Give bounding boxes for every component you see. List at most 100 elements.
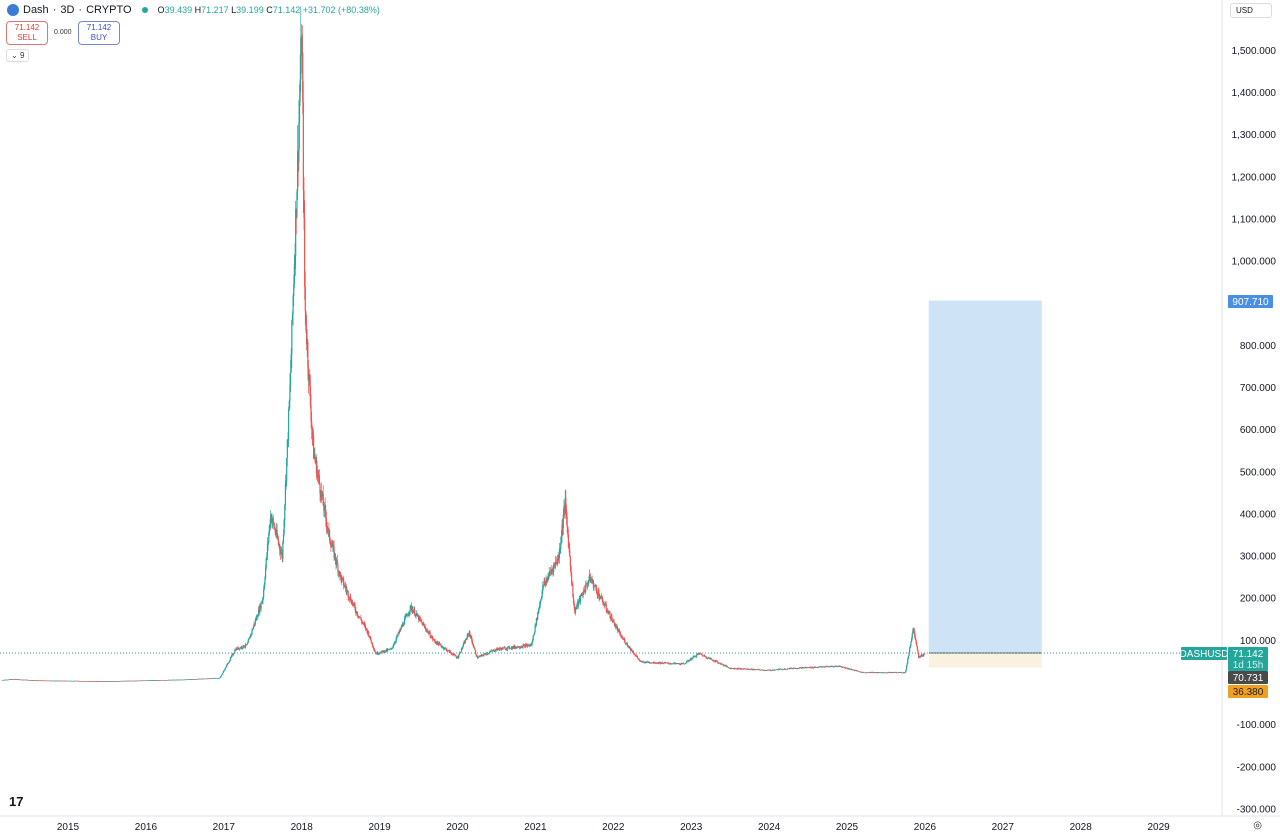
candle-body [519,647,522,648]
candle-body [515,646,518,649]
candle-body [684,663,686,665]
candle-body [411,609,413,611]
candle-body [101,681,103,682]
candle-body [806,667,808,668]
candle-body [99,681,101,682]
candle-body [438,643,440,646]
candle-body [855,670,857,671]
indicators-toggle[interactable]: ⌄ 9 [6,49,30,62]
candle-body [922,655,924,656]
candle-body [517,646,519,648]
last-price-label: 71.142 [1233,649,1264,660]
currency-select[interactable]: USD [1230,3,1272,18]
symbol-name[interactable]: Dash [23,4,49,16]
target-price-label: 907.710 [1232,297,1269,308]
buy-button[interactable]: 71.142 BUY [78,21,120,45]
candle-body [868,672,870,673]
candle-body [252,629,254,630]
candle-body [921,655,923,657]
candle-body [21,679,23,681]
candle-body [197,678,199,680]
candle-body [268,525,271,534]
candle-body [392,646,394,648]
candle-body [778,669,780,670]
candle-body [424,626,426,628]
candle-body [492,650,494,652]
symbol-label-bg [1181,647,1227,660]
candle-body [690,658,692,660]
candle-body [684,663,687,664]
candle-body [793,668,795,669]
x-tick-label: 2019 [368,822,391,833]
candle-body [658,662,660,664]
candle-body [757,669,760,670]
candle-body [248,636,251,639]
candle-body [482,655,484,657]
candle-body [620,635,622,637]
candle-body [529,645,531,646]
candle-body [224,667,226,670]
candle-body [632,651,634,653]
candle-body [197,678,199,680]
candle-body [263,584,265,590]
tradingview-logo-icon[interactable]: 17 [9,794,24,809]
candle-body [211,678,214,680]
candle-body [380,650,383,652]
candle-body [334,553,336,558]
interval[interactable]: 3D [60,4,75,16]
candle-body [65,680,67,682]
candle-body [826,666,828,668]
candle-body [162,680,164,681]
candle-body [891,672,894,674]
candle-body [693,655,696,657]
candle-body [631,651,634,653]
candle-body [861,672,863,673]
candle-body [53,680,55,682]
candle-body [158,680,160,681]
candle-body [160,680,162,681]
candle-body [367,631,369,634]
candle-body [297,151,299,163]
settings-icon[interactable]: ◎ [1253,820,1262,831]
candle-body [798,668,800,669]
candle-body [906,663,908,667]
candle-body [93,681,95,682]
sell-button[interactable]: 71.142 SELL [6,21,48,45]
candle-body [718,663,720,664]
candle-body [603,604,605,606]
candle-body [791,668,794,669]
candle-body [293,264,295,285]
candle-body [864,672,866,674]
candle-body [877,672,879,673]
candle-body [304,218,306,287]
candle-body [374,650,376,653]
candle-body [756,669,758,670]
candle-body [503,647,505,649]
candle-body [394,641,397,643]
candle-body [763,669,765,671]
candle-body [517,646,520,648]
candle-body [638,659,640,660]
candle-body [10,679,12,680]
candle-body [793,667,796,669]
candle-body [247,642,249,645]
candle-body [448,650,450,651]
candle-body [149,680,151,682]
candle-body [731,668,733,669]
chevron-down-icon: ⌄ [11,51,18,60]
candle-body [635,655,637,657]
candle-body [636,656,638,657]
candle-body [203,678,205,680]
candle-body [417,615,419,617]
candle-body [701,654,703,656]
candle-body [269,524,271,526]
candle-body [2,680,4,681]
candle-body [5,679,7,681]
candle-body [691,658,693,660]
candle-body [442,647,445,649]
candle-body [781,668,783,670]
candle-body [33,680,35,681]
candle-body [762,670,764,671]
candle-body [387,649,390,650]
